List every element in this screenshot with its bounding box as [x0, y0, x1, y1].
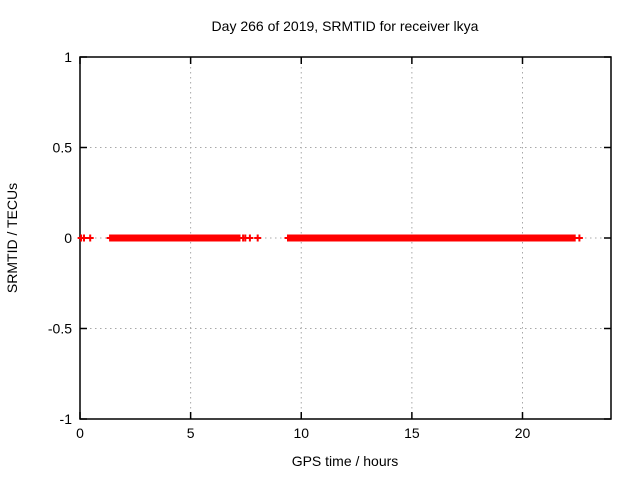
tick-label-layer: 0 5 10 15 20 -1 -0.5 0 0.5 1	[48, 49, 531, 441]
data-dense-band	[106, 234, 243, 242]
chart-title: Day 266 of 2019, SRMTID for receiver lky…	[212, 18, 479, 34]
y-tick-label: 0	[64, 230, 72, 246]
y-axis-label: SRMTID / TECUs	[4, 183, 20, 293]
data-dense-band	[284, 234, 579, 242]
data-point-markers	[77, 234, 583, 242]
x-axis-label: GPS time / hours	[292, 453, 399, 469]
y-tick-label: -1	[60, 411, 73, 427]
x-tick-label: 0	[76, 425, 84, 441]
x-tick-label: 20	[515, 425, 531, 441]
y-tick-label: 1	[64, 49, 72, 65]
y-tick-label: 0.5	[53, 140, 73, 156]
x-tick-label: 10	[293, 425, 309, 441]
x-tick-label: 15	[404, 425, 420, 441]
y-tick-label: -0.5	[48, 321, 72, 337]
x-tick-label: 5	[187, 425, 195, 441]
data-series-layer	[77, 234, 583, 242]
